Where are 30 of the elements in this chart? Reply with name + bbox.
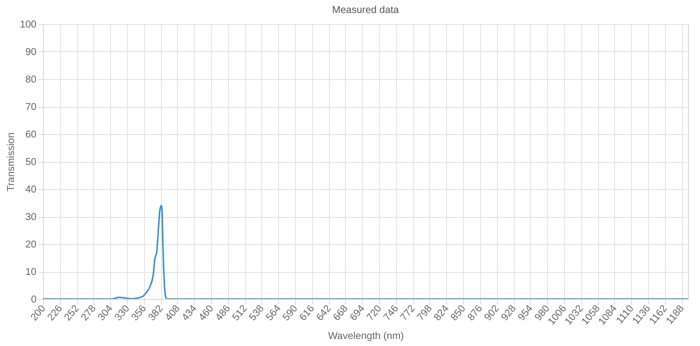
x-tick-label: 278 [79, 302, 99, 324]
x-tick-label: 694 [348, 302, 368, 324]
y-tick-label: 70 [25, 102, 37, 113]
chart-title: Measured data [332, 5, 400, 16]
y-tick-label: 10 [25, 267, 37, 278]
y-tick-label: 0 [30, 294, 37, 306]
y-tick-label: 80 [25, 74, 37, 86]
x-tick-label: 746 [382, 302, 402, 324]
y-tick-label: 30 [25, 212, 37, 223]
x-tick-label: 850 [449, 302, 468, 324]
x-tick-label: 824 [432, 302, 452, 324]
x-tick-label: 226 [46, 302, 66, 324]
y-tick-label: 40 [25, 184, 37, 196]
y-tick-label: 20 [25, 240, 37, 250]
x-tick-label: 616 [298, 302, 318, 324]
x-tick-label: 252 [62, 302, 82, 324]
x-tick-label: 486 [214, 302, 234, 324]
x-tick-label: 720 [365, 302, 384, 324]
y-tick-label: 60 [25, 130, 37, 140]
x-tick-label: 876 [466, 302, 486, 324]
y-tick-label: 50 [25, 157, 37, 168]
y-axis-title: Transmission [6, 132, 17, 192]
x-tick-label: 200 [28, 302, 48, 324]
x-tick-label: 954 [516, 302, 536, 324]
y-tick-label: 100 [20, 20, 37, 30]
x-tick-label: 356 [130, 302, 150, 324]
y-tick-label: 90 [25, 47, 37, 58]
x-tick-label: 382 [146, 302, 166, 324]
x-tick-label: 408 [163, 302, 183, 324]
x-axis-title: Wavelength (nm) [328, 330, 404, 342]
